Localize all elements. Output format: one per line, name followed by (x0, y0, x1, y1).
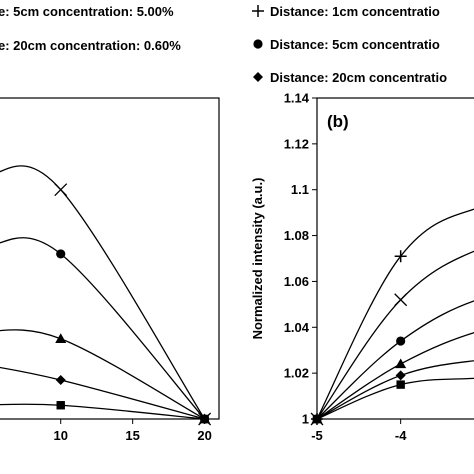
legend-entry-right: Distance: 20cm concentratio (270, 70, 447, 85)
series-line (316, 208, 474, 420)
legend-entry-left: e: 20cm concentration: 0.60% (0, 38, 181, 53)
x-tick-label: 15 (125, 428, 139, 443)
series-line (0, 237, 206, 420)
legend-marker-circle (253, 39, 263, 49)
data-point-triangle (395, 358, 407, 369)
data-point-circle (396, 336, 406, 346)
y-tick-label: 1.02 (284, 366, 309, 381)
plot-frame (0, 97, 220, 420)
data-point-square (56, 401, 65, 410)
y-tick-label: 1 (302, 412, 309, 427)
x-tick-label: 10 (53, 428, 67, 443)
x-tick-label: -5 (311, 428, 323, 443)
series-x (310, 250, 474, 426)
y-tick-label: 1.14 (284, 91, 310, 106)
panel-b: -5-4-311.021.041.061.081.11.121.14Normal… (250, 91, 474, 443)
series-diamond (0, 366, 210, 424)
plot-frame (316, 97, 474, 420)
series-diamond (312, 360, 474, 424)
data-point-x (54, 183, 68, 197)
legend-entry-right: Distance: 1cm concentratio (270, 4, 440, 19)
series-line (316, 377, 474, 420)
data-point-square (200, 414, 209, 424)
data-point-diamond (55, 375, 66, 386)
series-line (316, 360, 474, 420)
panel-a: 5101520 (0, 97, 220, 443)
x-tick-label: 20 (197, 428, 211, 443)
data-point-square (312, 414, 322, 424)
y-tick-label: 1.08 (284, 228, 309, 243)
data-point-x (394, 293, 408, 307)
y-tick-label: 1.12 (284, 136, 309, 151)
series-line (316, 332, 474, 420)
series-square (0, 401, 209, 424)
y-tick-label: 1.04 (284, 320, 310, 335)
series-line (0, 329, 205, 420)
legend-entry-right: Distance: 5cm concentratio (270, 37, 440, 52)
x-tick-label: -4 (395, 428, 407, 443)
y-tick-label: 1.06 (284, 274, 309, 289)
series-circle (312, 300, 474, 424)
series-line (316, 300, 474, 420)
series-line (0, 366, 205, 420)
legend: e: 5cm concentration: 5.00% e: 20cm conce… (0, 4, 447, 85)
legend-marker-plus (252, 5, 264, 17)
panel-title: (b) (327, 112, 349, 131)
data-point-square (396, 380, 405, 389)
series-line (0, 165, 206, 420)
data-point-triangle (55, 333, 67, 343)
y-axis-title: Normalized intensity (a.u.) (250, 178, 265, 340)
data-point-diamond (395, 370, 406, 381)
series-line (316, 250, 474, 420)
series-line (0, 403, 205, 420)
data-point-circle (56, 249, 66, 259)
legend-marker-diamond (253, 72, 263, 82)
series-square (312, 377, 474, 424)
y-tick-label: 1.1 (291, 182, 309, 197)
series-triangle (311, 332, 474, 424)
series-x (0, 165, 212, 426)
data-point-plus (394, 250, 407, 263)
legend-entry-left: e: 5cm concentration: 5.00% (0, 4, 174, 19)
